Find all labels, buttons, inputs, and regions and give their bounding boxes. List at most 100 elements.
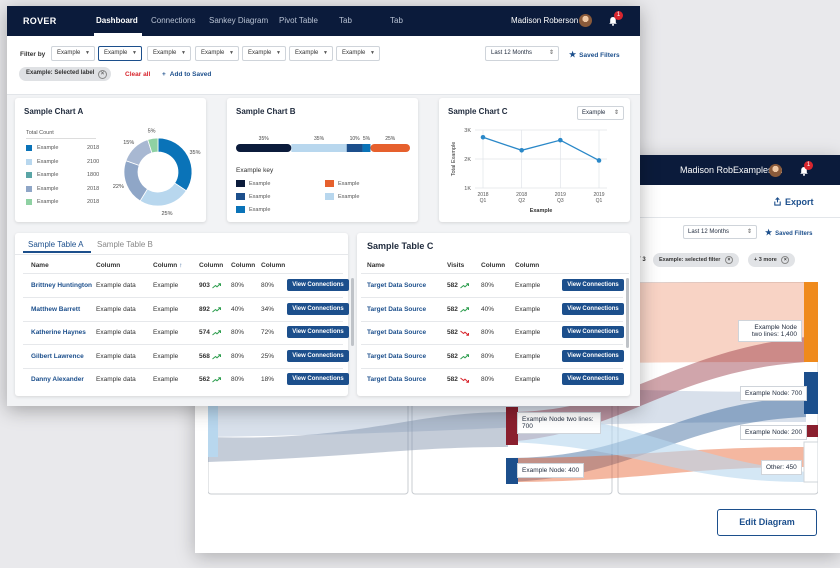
- view-connections-button[interactable]: View Connections: [562, 373, 624, 385]
- x-tick-label: Q1: [596, 198, 603, 204]
- add-to-saved-link[interactable]: + Add to Saved: [162, 71, 211, 78]
- column-header[interactable]: Column: [199, 262, 224, 269]
- donut-slice[interactable]: [139, 182, 187, 207]
- chart-card-c: Sample Chart C Example ⇕ 3K 2K 1K 2018 Q1 201…: [439, 98, 630, 222]
- column-header-label: Column: [153, 262, 178, 269]
- stacked-bar-segment[interactable]: [370, 144, 410, 152]
- stacked-bar-segment[interactable]: [362, 144, 371, 152]
- back-avatar[interactable]: [769, 164, 782, 177]
- close-icon[interactable]: ×: [724, 256, 733, 264]
- column-header-name[interactable]: Name: [31, 262, 49, 269]
- person-name-link[interactable]: Gilbert Lawrence: [31, 352, 84, 360]
- tab-pivot-table[interactable]: Pivot Table: [279, 16, 318, 25]
- view-connections-button[interactable]: View Connections: [287, 302, 349, 315]
- stacked-bar-segment[interactable]: [346, 144, 363, 152]
- close-icon[interactable]: ×: [781, 256, 790, 264]
- date-range-select[interactable]: Last 12 Months ⇕: [485, 46, 559, 61]
- tab-5[interactable]: Tab: [339, 16, 352, 25]
- view-connections-button[interactable]: View Connections: [287, 279, 349, 291]
- data-source-link[interactable]: Target Data Source: [367, 376, 427, 383]
- back-filter-chip[interactable]: Example: selected filter ×: [653, 253, 739, 267]
- sankey-node[interactable]: [804, 282, 818, 362]
- filter-select-6[interactable]: Example ▼: [289, 46, 333, 61]
- person-name-link[interactable]: Danny Alexander: [31, 376, 84, 383]
- view-connections-button[interactable]: View Connections: [562, 302, 624, 315]
- view-connections-button[interactable]: View Connections: [287, 349, 349, 362]
- tab-sankey-diagram[interactable]: Sankey Diagram: [209, 16, 269, 25]
- export-button[interactable]: Export: [773, 197, 814, 207]
- clear-all-link[interactable]: Clear all: [125, 71, 151, 78]
- table-cell: 80%: [231, 282, 245, 289]
- donut-slice[interactable]: [123, 160, 149, 202]
- tab-6[interactable]: Tab: [390, 16, 403, 25]
- column-header[interactable]: Column: [261, 262, 286, 269]
- person-name-link[interactable]: Katherine Haynes: [31, 329, 86, 336]
- edit-diagram-button[interactable]: Edit Diagram: [717, 509, 817, 536]
- data-source-link[interactable]: Target Data Source: [367, 352, 427, 360]
- divider: [23, 367, 343, 369]
- visits-count: 582: [447, 329, 458, 336]
- total-count-label: Total Count: [26, 130, 54, 136]
- saved-filters-button[interactable]: ★ Saved Filters: [569, 50, 620, 59]
- column-header-sorted[interactable]: Column ↑: [153, 262, 182, 269]
- column-header[interactable]: Column: [96, 262, 121, 269]
- stacked-bar-segment[interactable]: [291, 144, 347, 152]
- tab-sample-table-b[interactable]: Sample Table B: [97, 240, 153, 249]
- filter-select-4[interactable]: Example ▼: [195, 46, 239, 61]
- column-header[interactable]: Column: [515, 262, 540, 269]
- table-card-c: Sample Table C Name Visits Column Column…: [357, 233, 630, 396]
- donut-slice[interactable]: [147, 137, 159, 154]
- sankey-node[interactable]: [208, 402, 218, 457]
- table-c-scrollbar[interactable]: [626, 278, 629, 348]
- table-cell: 80%: [481, 376, 495, 383]
- view-connections-button[interactable]: View Connections: [287, 373, 349, 385]
- chevron-down-icon: ▼: [85, 50, 90, 56]
- app-logo[interactable]: ROVER: [23, 16, 57, 26]
- filter-select-5[interactable]: Example ▼: [242, 46, 286, 61]
- table-cell: Example: [515, 376, 541, 383]
- column-header-name[interactable]: Name: [367, 262, 385, 269]
- sankey-node[interactable]: [804, 372, 818, 414]
- chart-a-title: Sample Chart A: [24, 107, 84, 116]
- tab-connections[interactable]: Connections: [151, 16, 196, 25]
- selected-filter-chip[interactable]: Example: Selected label ×: [19, 67, 111, 81]
- back-more-chip[interactable]: + 3 more ×: [748, 253, 796, 267]
- data-source-link[interactable]: Target Data Source: [367, 305, 427, 313]
- back-user-name[interactable]: Madison RobExampleson: [680, 165, 783, 175]
- filter-select-3[interactable]: Example ▼: [147, 46, 191, 61]
- data-source-link[interactable]: Target Data Source: [367, 329, 427, 336]
- sankey-node[interactable]: [506, 458, 518, 484]
- person-name-link[interactable]: Matthew Barrett: [31, 305, 81, 313]
- column-header-visits[interactable]: Visits: [447, 262, 465, 269]
- chart-c-select[interactable]: Example ⇕: [577, 106, 624, 120]
- data-source-link[interactable]: Target Data Source: [367, 282, 427, 289]
- back-date-select[interactable]: Last 12 Months ⇕: [683, 225, 757, 239]
- sankey-node[interactable]: [804, 425, 818, 437]
- person-name-link[interactable]: Brittney Huntington: [31, 282, 93, 289]
- tab-dashboard[interactable]: Dashboard: [96, 16, 138, 25]
- line-point[interactable]: [596, 158, 602, 163]
- sankey-node[interactable]: [506, 407, 518, 445]
- user-name[interactable]: Madison Roberson: [511, 16, 579, 25]
- stacked-bar-segment[interactable]: [236, 144, 292, 152]
- line-point[interactable]: [480, 134, 486, 140]
- column-header[interactable]: Column: [481, 262, 506, 269]
- view-connections-button[interactable]: View Connections: [562, 326, 624, 338]
- sankey-node[interactable]: [803, 441, 819, 483]
- view-connections-button[interactable]: View Connections: [287, 326, 349, 338]
- column-header[interactable]: Column: [231, 262, 256, 269]
- legend-swatch: [26, 145, 32, 151]
- line-point[interactable]: [558, 137, 563, 143]
- filter-select-2[interactable]: Example ▼: [98, 46, 142, 61]
- close-icon[interactable]: ×: [98, 69, 107, 79]
- avatar[interactable]: [579, 14, 592, 27]
- filter-select-7[interactable]: Example ▼: [336, 46, 380, 61]
- tab-sample-table-a[interactable]: Sample Table A: [28, 240, 84, 249]
- view-connections-button[interactable]: View Connections: [562, 349, 624, 362]
- filter-select-1[interactable]: Example ▼: [51, 46, 95, 61]
- table-cell: Example: [515, 352, 541, 360]
- line-point[interactable]: [519, 148, 524, 153]
- table-a-scrollbar[interactable]: [351, 278, 354, 346]
- view-connections-button[interactable]: View Connections: [562, 279, 624, 291]
- back-saved-filters[interactable]: ★ Saved Filters: [765, 228, 813, 237]
